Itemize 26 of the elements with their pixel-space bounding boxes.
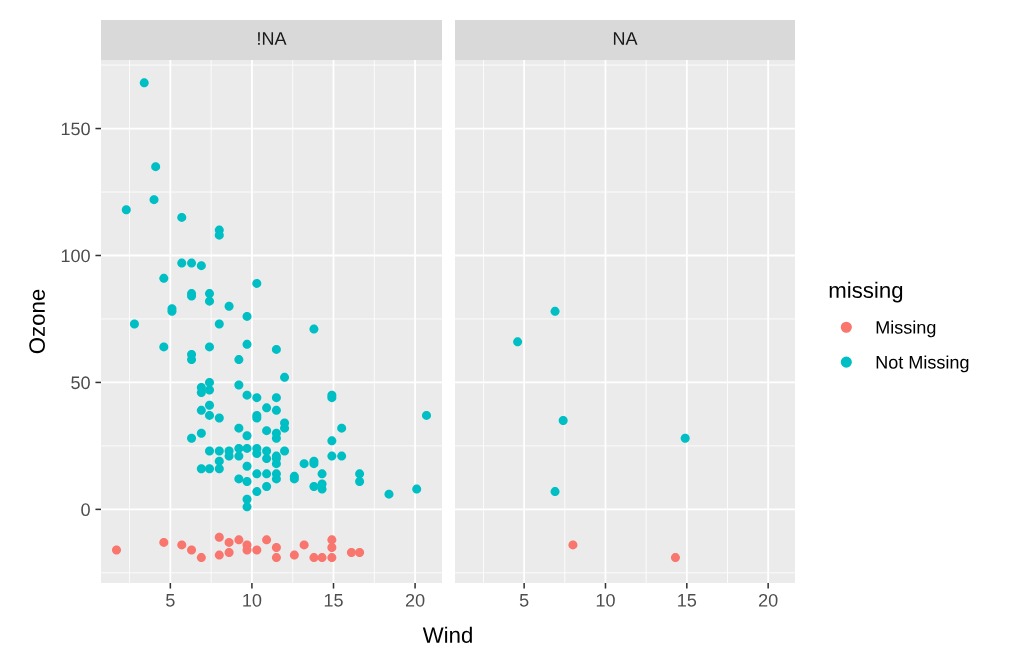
legend-label: Missing xyxy=(876,320,936,338)
point xyxy=(550,306,560,316)
point xyxy=(670,553,680,563)
point xyxy=(680,433,690,443)
x-tick-label: 20 xyxy=(759,593,778,607)
point xyxy=(513,337,523,347)
chart-title: NA xyxy=(613,32,638,45)
y-tick-label: 0 xyxy=(81,503,90,517)
y-tick-label: 50 xyxy=(71,376,90,390)
x-tick-label: 5 xyxy=(166,594,175,607)
x-tick-label: 20 xyxy=(405,593,425,607)
legend-label: Not Missing xyxy=(876,355,969,373)
x-tick-label: 10 xyxy=(596,593,615,607)
x-tick-label: 15 xyxy=(678,594,697,607)
point xyxy=(550,487,560,497)
point xyxy=(568,540,578,550)
legend-title: missing xyxy=(829,281,903,303)
y-axis-title: Ozone xyxy=(29,289,45,354)
y-tick-label: 100 xyxy=(61,249,90,263)
y-tick-label: 150 xyxy=(61,122,90,136)
point xyxy=(558,416,568,426)
x-axis-title: Wind xyxy=(422,626,472,643)
x-tick-label: 5 xyxy=(519,594,529,607)
chart-title: !NA xyxy=(258,32,287,45)
x-tick-label: 15 xyxy=(324,594,343,607)
x-tick-label: 10 xyxy=(243,593,262,607)
